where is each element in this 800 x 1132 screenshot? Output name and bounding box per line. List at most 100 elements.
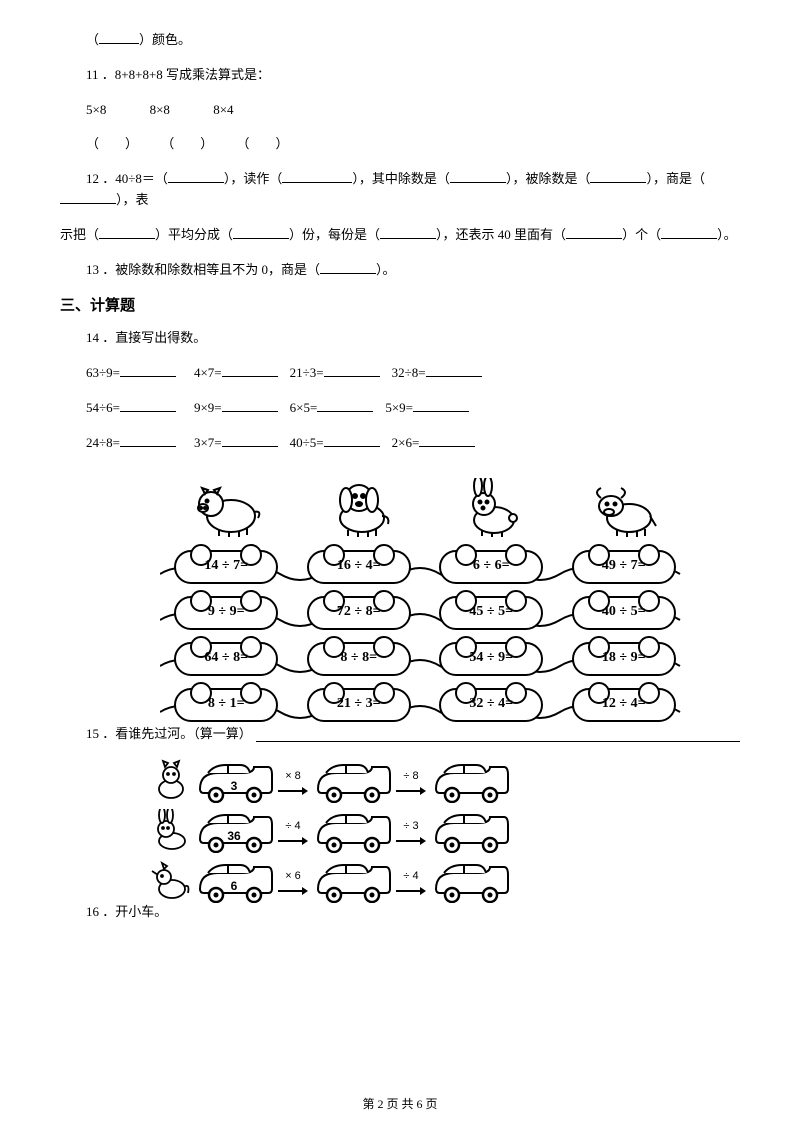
answer-blank[interactable] [222,364,278,377]
equation-cloud[interactable]: 64 ÷ 8= [174,642,278,676]
car: 3 [192,759,276,803]
q11-stem: 11 ．8+8+8+8 写成乘法算式是： [60,65,740,86]
expr: 24÷8= [86,435,120,450]
answer-blank[interactable] [120,364,176,377]
car[interactable] [428,809,512,853]
car[interactable] [310,859,394,903]
paren-b[interactable]: （ ） [161,136,213,151]
answer-blank[interactable] [413,399,469,412]
critter-icon [150,859,192,903]
q16-line: 16 ．开小车。 [60,902,740,923]
q-text: 8+8+8+8 写成乘法算式是： [115,67,270,82]
page-footer: 第 2 页 共 6 页 [0,1095,800,1114]
answer-blank[interactable] [419,434,475,447]
paren-c[interactable]: （ ） [237,136,289,151]
q11-options: 5×8 8×8 8×4 [60,100,740,121]
paren-open: （ [86,32,99,47]
equation-cloud[interactable]: 49 ÷ 7= [572,550,676,584]
calc-row: 54÷6= 9×9= 6×5= 5×9= [60,398,740,419]
car[interactable] [310,759,394,803]
expr: 9×9= [194,400,222,415]
expr: 32÷8= [392,365,426,380]
answer-blank[interactable] [426,364,482,377]
answer-blank[interactable] [324,364,380,377]
car: 6 [192,859,276,903]
equation-cloud[interactable]: 72 ÷ 8= [307,596,411,630]
arrow: ÷ 4 [276,809,310,853]
q-number: 15 ． [86,726,115,741]
answer-blank[interactable] [324,434,380,447]
car[interactable] [428,859,512,903]
wave-row: 8 ÷ 1= 21 ÷ 3= 32 ÷ 4= 12 ÷ 4= [160,682,690,728]
q11-parens: （ ） （ ） （ ） [60,134,740,155]
blank[interactable] [99,31,139,44]
q-number: 16 ． [86,904,115,919]
rabbit-icon [456,478,526,540]
calc-row: 24÷8= 3×7= 40÷5= 2×6= [60,433,740,454]
answer-blank[interactable] [317,399,373,412]
equation-cloud[interactable]: 12 ÷ 4= [572,688,676,722]
car[interactable] [428,759,512,803]
expr: 40÷5= [290,435,324,450]
expr: 54÷6= [86,400,120,415]
pig-icon [191,478,261,540]
equation-cloud[interactable]: 54 ÷ 9= [439,642,543,676]
answer-blank[interactable] [120,399,176,412]
equation-cloud[interactable]: 16 ÷ 4= [307,550,411,584]
equation-cloud[interactable]: 8 ÷ 8= [307,642,411,676]
car[interactable] [310,809,394,853]
car-row: 36÷ 4 ÷ 3 [150,806,580,856]
q13-line: 13 ．被除数和除数相等且不为 0，商是（）。 [60,260,740,281]
expr: 21÷3= [290,365,324,380]
arrow: ÷ 8 [394,759,428,803]
car-figure: 3× 8÷ 836÷ 4÷ 36× 6÷ 4 [150,756,580,906]
section-3-heading: 三、计算题 [60,294,740,318]
wave-row: 64 ÷ 8= 8 ÷ 8= 54 ÷ 9= 18 ÷ 9= [160,636,690,682]
opt-a: 5×8 [86,102,106,117]
q14-stem: 14 ．直接写出得数。 [60,328,740,349]
expr: 6×5= [290,400,318,415]
dog-icon [324,478,394,540]
expr: 3×7= [194,435,222,450]
expr: 2×6= [392,435,420,450]
q12-line1: 12 ．40÷8＝（），读作（），其中除数是（），被除数是（），商是（），表 [60,169,740,211]
arrow: ÷ 4 [394,859,428,903]
equation-cloud[interactable]: 45 ÷ 5= [439,596,543,630]
arrow: ÷ 3 [394,809,428,853]
equation-cloud[interactable]: 18 ÷ 9= [572,642,676,676]
answer-blank[interactable] [120,434,176,447]
paren-a[interactable]: （ ） [86,136,138,151]
equation-cloud[interactable]: 14 ÷ 7= [174,550,278,584]
car-row: 3× 8÷ 8 [150,756,580,806]
ox-icon [589,478,659,540]
answer-blank[interactable] [222,434,278,447]
q14-rows: 63÷9= 4×7= 21÷3= 32÷8= 54÷6= 9×9= 6×5= 5×9= 24÷8… [60,363,740,453]
equation-cloud[interactable]: 40 ÷ 5= [572,596,676,630]
wave-row: 9 ÷ 9= 72 ÷ 8= 45 ÷ 5= 40 ÷ 5= [160,590,690,636]
equation-cloud[interactable]: 9 ÷ 9= [174,596,278,630]
equation-cloud[interactable]: 32 ÷ 4= [439,688,543,722]
car: 36 [192,809,276,853]
q-number: 12 ． [86,171,115,186]
equation-cloud[interactable]: 8 ÷ 1= [174,688,278,722]
calc-row: 63÷9= 4×7= 21÷3= 32÷8= [60,363,740,384]
q-color-line: （ ）颜色。 [60,30,740,51]
equation-cloud[interactable]: 21 ÷ 3= [307,688,411,722]
car-row: 6× 6 ÷ 4 [150,856,580,906]
expr: 63÷9= [86,365,120,380]
q12-line2: 示把（）平均分成（）份，每份是（），还表示 40 里面有（）个（）。 [60,225,740,246]
critter-icon [150,809,192,853]
expr: 5×9= [385,400,413,415]
q-number: 11 ． [86,67,115,82]
underline [256,741,740,742]
opt-b: 8×8 [150,102,170,117]
q-number: 14 ． [86,330,115,345]
arrow: × 6 [276,859,310,903]
expr: 4×7= [194,365,222,380]
cross-river-figure: 14 ÷ 7= 16 ÷ 4= 6 ÷ 6= 49 ÷ 7= 9 ÷ 9= 72 ÷ 8=… [160,468,690,728]
wave-row: 14 ÷ 7= 16 ÷ 4= 6 ÷ 6= 49 ÷ 7= [160,544,690,590]
answer-blank[interactable] [222,399,278,412]
paren-close-text: ）颜色。 [139,32,191,47]
equation-cloud[interactable]: 6 ÷ 6= [439,550,543,584]
animals-row [160,468,690,540]
